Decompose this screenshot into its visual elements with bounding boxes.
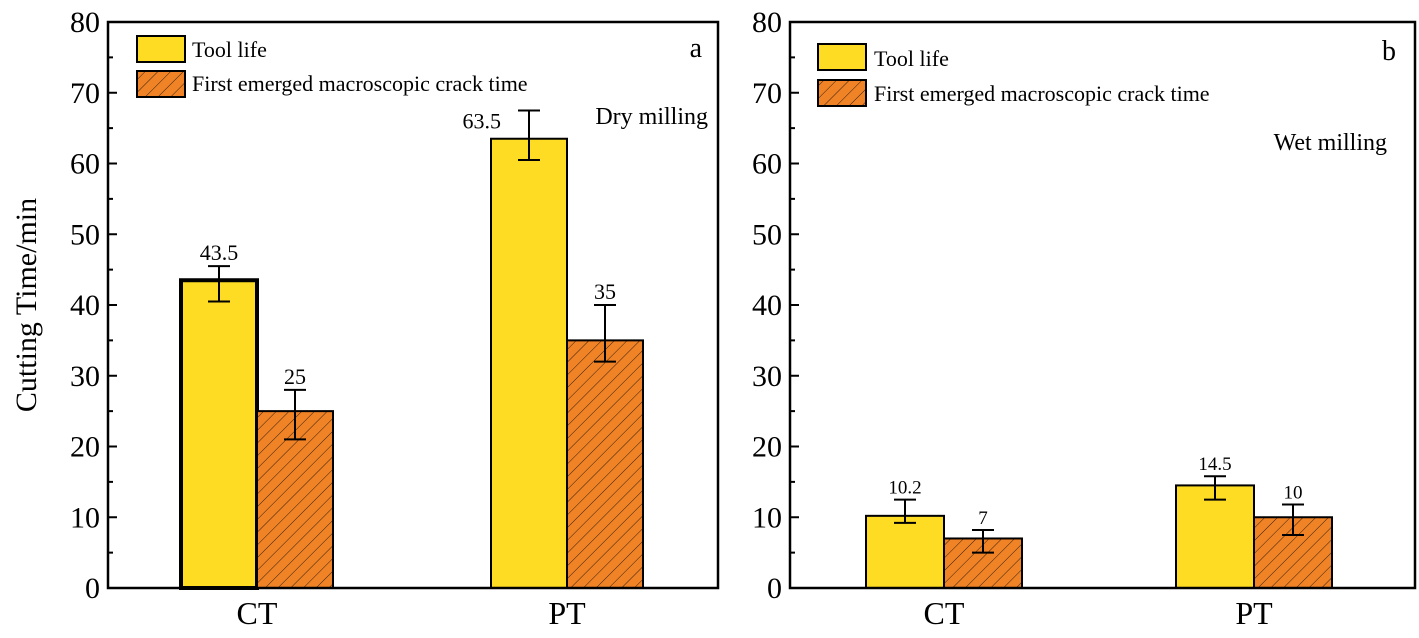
bar-crack-time-ct — [256, 410, 334, 589]
value-label: 43.5 — [200, 240, 239, 265]
legend-swatch-crack-time — [817, 79, 867, 107]
value-label: 63.5 — [463, 108, 502, 133]
panel-a: a Dry milling Tool life First emerged ma… — [70, 6, 720, 631]
error-bar — [284, 388, 306, 441]
panel-b: b Wet milling Tool life First emerged ma… — [752, 6, 1417, 631]
plot-frame — [788, 20, 1417, 590]
y-tick-label: 40 — [70, 289, 100, 322]
panel-letter-a: a — [690, 33, 703, 64]
legend-swatch-tool-life — [136, 35, 186, 63]
legend-label-tool-life: Tool life — [874, 46, 949, 71]
y-tick-label: 30 — [70, 360, 100, 393]
y-tick-label: 30 — [752, 360, 782, 393]
legend-swatch-crack-time — [136, 70, 186, 98]
x-tick-label: PT — [548, 595, 586, 631]
bars: 43.5 25 63.5 35 — [179, 108, 644, 590]
y-tick-label: 0 — [85, 572, 100, 605]
y-axis: 0 10 20 30 40 50 60 70 80 — [752, 6, 799, 605]
bar-tool-life-ct — [865, 514, 945, 590]
error-bar — [594, 304, 616, 363]
y-tick-label: 70 — [752, 77, 782, 110]
error-bar — [518, 109, 540, 161]
x-tick-label: CT — [924, 595, 965, 631]
x-tick-label: CT — [237, 595, 278, 631]
y-tick-label: 60 — [752, 148, 782, 181]
y-axis: 0 10 20 30 40 50 60 70 80 — [70, 6, 117, 605]
y-axis-label: Cutting Time/min — [10, 198, 43, 412]
error-bar — [1282, 503, 1304, 536]
error-bar — [208, 265, 230, 303]
value-label: 14.5 — [1198, 454, 1231, 475]
legend-b: Tool life First emerged macroscopic crac… — [817, 43, 1210, 107]
x-tick-label: PT — [1235, 595, 1273, 631]
y-tick-label: 70 — [70, 77, 100, 110]
error-bar — [972, 528, 994, 554]
y-tick-label: 50 — [752, 218, 782, 251]
legend-label-crack-time: First emerged macroscopic crack time — [192, 71, 528, 96]
value-label: 35 — [594, 279, 616, 304]
legend-swatch-tool-life — [817, 43, 867, 71]
value-label: 10.2 — [888, 478, 921, 499]
y-tick-label: 10 — [752, 501, 782, 534]
y-tick-label: 80 — [70, 6, 100, 39]
condition-label-b: Wet milling — [1274, 130, 1387, 156]
panel-letter-b: b — [1382, 36, 1396, 67]
y-tick-label: 20 — [70, 431, 100, 464]
condition-label-a: Dry milling — [595, 104, 708, 130]
bars: 10.2 7 14.5 10 — [865, 454, 1333, 590]
bar-tool-life-ct — [179, 278, 259, 590]
bar-tool-life-pt — [490, 137, 568, 590]
legend-a: Tool life First emerged macroscopic crac… — [136, 35, 528, 98]
bar-tool-life-pt — [1175, 484, 1255, 590]
error-bar — [894, 498, 916, 524]
legend-label-crack-time: First emerged macroscopic crack time — [874, 81, 1210, 106]
value-label: 25 — [284, 364, 306, 389]
y-tick-label: 0 — [767, 572, 782, 605]
bar-crack-time-pt — [566, 339, 644, 589]
legend-label-tool-life: Tool life — [192, 37, 267, 62]
error-bar — [1204, 475, 1226, 501]
value-label: 10 — [1284, 483, 1303, 504]
y-tick-label: 20 — [752, 431, 782, 464]
y-tick-label: 60 — [70, 148, 100, 181]
value-label: 7 — [978, 508, 988, 529]
y-tick-label: 10 — [70, 501, 100, 534]
y-tick-label: 80 — [752, 6, 782, 39]
y-tick-label: 50 — [70, 218, 100, 251]
y-tick-label: 40 — [752, 289, 782, 322]
